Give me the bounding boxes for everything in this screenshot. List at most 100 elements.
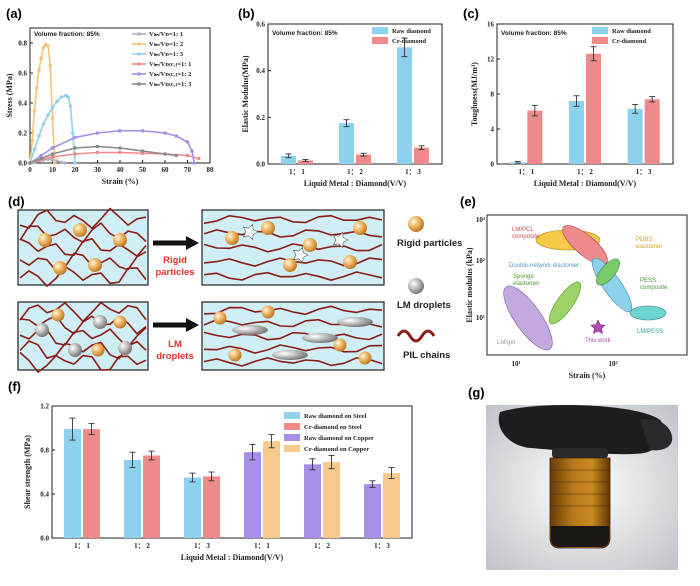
- pil-chain: [19, 251, 147, 272]
- crack-burst-icon: [332, 231, 349, 249]
- pil-chain: [203, 344, 383, 354]
- chart-c-ytick-label: 4: [491, 126, 495, 134]
- chart-a-xtick-label: 10: [49, 166, 57, 174]
- chart-f-bar: [304, 464, 321, 538]
- chart-b-ytick-label: 0.0: [256, 161, 265, 169]
- chart-a-point: [50, 105, 55, 110]
- chart-a-stress-strain: 0 10 20 30 40 50 60 70 80 0.0 0.2 0.4 0.6 0.8 Strain (…: [5, 27, 215, 186]
- arrow-lm-head: [186, 318, 199, 332]
- lm-droplet: [68, 343, 82, 357]
- chart-b-bar: [339, 123, 354, 164]
- chart-b-category-label: 1： 3: [405, 168, 421, 176]
- chart-f-bar: [383, 473, 400, 538]
- chart-a-point: [59, 95, 64, 99]
- chart-a-point: [30, 138, 35, 143]
- chart-b-bar: [356, 154, 371, 164]
- pil-chain: [203, 243, 383, 253]
- rigid-particle: [353, 221, 367, 235]
- chart-a-point: [32, 147, 37, 152]
- chart-f-shear-strength: 0.0 0.4 0.8 1.2 1： 1 1： 2 1： 3 1： 1 1： 2 1： 3 Liqu…: [23, 403, 413, 562]
- chart-a-legend-label: Vₗₘ/Vᴅ=1: 1: [149, 31, 183, 38]
- rigid-particle: [91, 343, 105, 357]
- chart-a-legend-label: Vₗₘ/Vᴅ=1: 3: [149, 51, 184, 58]
- chart-a-legend-marker: [137, 62, 141, 66]
- chart-a-point: [66, 95, 71, 99]
- chart-c-bar: [569, 101, 584, 164]
- legend-lm-droplet-icon: [408, 278, 424, 294]
- chart-c-legend-swatch: [592, 27, 608, 34]
- lm-droplet-stretched: [337, 317, 373, 327]
- chart-b-frame: [267, 23, 443, 165]
- vial-sample: [551, 526, 609, 547]
- chart-a-point: [174, 153, 179, 158]
- chart-a-point: [73, 135, 77, 140]
- chart-a-point: [55, 99, 59, 104]
- rigid-particle: [73, 223, 87, 237]
- ashby-ytick-1: 10¹: [476, 314, 485, 322]
- chart-a-legend-marker: [137, 72, 141, 76]
- chart-c-legend-label: Raw diamond: [612, 28, 651, 35]
- panel-label-e: (e): [460, 194, 476, 209]
- chart-f-ytick-label: 1.2: [40, 403, 49, 411]
- chart-a-ylabel: Stress (MPa): [5, 73, 14, 117]
- pil-chain: [19, 207, 147, 230]
- chart-c-bar: [644, 99, 660, 164]
- chart-a-xtick-label: 50: [139, 166, 147, 174]
- chart-a-point: [39, 156, 44, 161]
- chart-b-xlabel: Liquid Metal : Diamond(V/V): [304, 179, 407, 188]
- chart-a-point: [95, 144, 100, 149]
- lm-droplet-stretched: [302, 333, 338, 343]
- chart-a-point: [70, 131, 75, 135]
- chart-c-ytick-label: 0: [491, 161, 495, 169]
- chart-b-ytick-label: 0.4: [256, 67, 265, 75]
- chart-a-ytick-label: 0.4: [18, 100, 27, 108]
- rigid-particle: [51, 308, 65, 322]
- chart-f-legend-swatch: [284, 445, 300, 452]
- chart-a-legend-label: Vₗₘ/Vᴅ₍ᴄᵣ₎=1: 3: [149, 81, 192, 88]
- chart-a-point: [50, 155, 55, 159]
- schematic-box-pristine-bottom: [17, 301, 149, 371]
- panel-label-b: (b): [238, 6, 255, 21]
- chart-a-xtick-label: 40: [117, 166, 125, 174]
- chart-b-elastic-modulus: 0.0 0.2 0.4 0.6 1： 1 1： 2 1： 3 Liquid Metal : D…: [241, 21, 443, 188]
- chart-a-point: [95, 131, 100, 135]
- chart-f-category-label: 1： 1: [74, 542, 90, 550]
- ashby-label-pess: PESS: [640, 278, 656, 284]
- chart-a-point: [163, 152, 167, 156]
- chart-c-bar: [527, 110, 543, 164]
- chart-a-xtick-label: 80: [207, 166, 215, 174]
- ashby-ytick-3: 10³: [476, 216, 485, 224]
- rigid-particle: [261, 305, 275, 319]
- chart-a-point: [28, 161, 32, 165]
- chart-a-point: [73, 152, 77, 156]
- ashby-label-lmpcl: LM/PCL: [512, 227, 534, 233]
- chart-f-ytick-label: 0.8: [40, 447, 49, 455]
- this-work-star: [590, 319, 606, 335]
- amber-vial: [549, 457, 611, 549]
- chart-a-point: [174, 134, 179, 138]
- panel-label-d: (d): [8, 194, 25, 209]
- rigid-particle: [261, 221, 275, 235]
- chart-c-ylabel: Toughness(MJ/m³): [470, 62, 479, 126]
- ashby-label-dn: Double-network elastomer: [509, 263, 579, 269]
- chart-c-ytick-label: 16: [487, 21, 495, 29]
- chart-a-legend-label: Vₗₘ/Vᴅ₍ᴄᵣ₎=1: 2: [149, 71, 191, 78]
- chart-c-legend-label: Cr-diamond: [612, 38, 646, 45]
- chart-f-category-label: 1： 1: [254, 542, 270, 550]
- chart-f-legend-swatch: [284, 423, 300, 430]
- chart-a-ytick-label: 0.2: [18, 130, 27, 138]
- chart-a-point: [95, 150, 100, 155]
- chart-a-legend-marker: [137, 32, 141, 36]
- chart-b-bar: [281, 155, 296, 164]
- chart-c-bar: [586, 53, 601, 164]
- panel-label-g: (g): [468, 385, 485, 400]
- chart-a-point: [32, 108, 37, 113]
- chart-f-xlabel: Liquid Metal : Diamond(V/V): [181, 553, 284, 562]
- chart-a-point: [48, 63, 53, 68]
- region-sponge: [548, 281, 582, 325]
- rigid-particle: [358, 351, 372, 365]
- chart-a-point: [73, 146, 77, 150]
- chart-a-point: [52, 161, 57, 165]
- chart-f-bar: [143, 455, 160, 538]
